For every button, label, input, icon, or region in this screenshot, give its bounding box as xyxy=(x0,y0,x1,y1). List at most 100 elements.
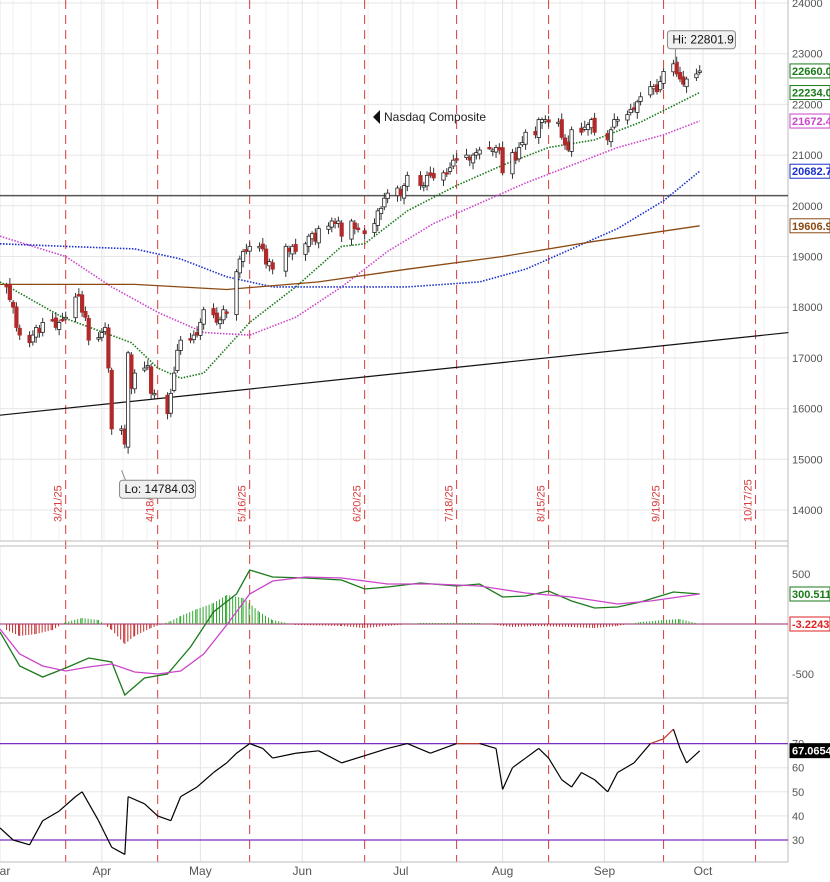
low-annotation-box xyxy=(119,479,197,499)
candle-body xyxy=(145,365,150,368)
rsi-line-segment xyxy=(127,796,145,805)
rsi-line-segment xyxy=(525,747,540,759)
candle-body xyxy=(30,334,35,343)
moving-average-line xyxy=(0,91,701,380)
vertical-markers: 3/21/25 4/18/25 5/16/25 6/20/25 7/18/25 8/15/… xyxy=(53,0,757,862)
rsi-line-segment xyxy=(295,750,319,754)
rsi-axis-tick-label: 60 xyxy=(792,763,804,775)
high-annotation-text: Hi: 22801.9 xyxy=(672,33,734,47)
candle-body xyxy=(211,308,216,316)
candle-body xyxy=(405,174,410,187)
candle-body xyxy=(63,316,68,320)
candle-body xyxy=(658,81,663,91)
candle-body xyxy=(237,258,242,274)
candle-body xyxy=(214,312,219,323)
last-price-label-box xyxy=(789,63,830,79)
rsi-line-segment xyxy=(538,747,550,759)
candle-body xyxy=(579,127,584,133)
candle-body xyxy=(96,337,101,340)
candle-body xyxy=(378,207,384,215)
rsi-line-segment xyxy=(617,762,635,774)
candle-body xyxy=(352,222,357,230)
candle-body xyxy=(270,262,275,270)
last-price-label-box xyxy=(789,85,830,101)
price-axis-tick-label: 20000 xyxy=(792,201,823,213)
last-price-label: 19606.9 xyxy=(792,221,830,233)
candle-body xyxy=(608,129,614,143)
rsi-axis-tick-label: 50 xyxy=(792,787,804,799)
candle-body xyxy=(385,192,390,200)
moving-average-line xyxy=(0,170,701,288)
candle-body xyxy=(326,225,331,230)
candle-body xyxy=(57,322,62,330)
last-price-label-box xyxy=(789,218,830,234)
last-price-label: 22234.0 xyxy=(792,88,830,100)
candle-body xyxy=(224,311,229,314)
rsi-line-segment xyxy=(58,796,76,812)
candle-body xyxy=(283,245,288,272)
candle-body xyxy=(86,318,91,341)
candle-body xyxy=(316,228,321,244)
low-annotation-pointer xyxy=(121,470,127,481)
rsi-line-segment xyxy=(98,820,113,848)
rsi-line-segment xyxy=(341,755,365,764)
candle-body xyxy=(401,185,407,199)
candle-body xyxy=(40,322,45,333)
candle-body xyxy=(625,114,630,121)
candle-body xyxy=(329,220,334,228)
rsi-line-segment xyxy=(561,779,572,788)
rsi-panel xyxy=(0,728,788,855)
rsi-line-segment xyxy=(430,743,457,754)
candle-body xyxy=(375,210,380,226)
rsi-line-segment xyxy=(170,796,182,821)
chart-title: Nasdaq Composite xyxy=(373,110,486,124)
candle-body xyxy=(447,167,453,172)
candle-body xyxy=(221,309,226,321)
rsi-axis-tick-label: 40 xyxy=(792,811,804,823)
rsi-line-segment xyxy=(29,820,44,846)
rsi-line-segment xyxy=(581,771,595,781)
candle-body xyxy=(303,243,308,255)
rsi-line-segment xyxy=(495,748,504,790)
rsi-line-segment xyxy=(180,786,198,798)
rsi-line-segment xyxy=(594,779,609,793)
rsi-line-segment xyxy=(42,810,60,822)
candle-body xyxy=(109,369,114,430)
candle-body xyxy=(234,271,239,316)
macd-value-label: 300.511 xyxy=(792,589,830,601)
trend-line[interactable] xyxy=(0,331,789,416)
moving-average-line xyxy=(0,120,700,336)
date-axis-label: Jul xyxy=(393,864,408,878)
candle-body xyxy=(694,73,699,79)
candle-body xyxy=(424,174,430,187)
candle-body xyxy=(638,96,643,102)
candle-body xyxy=(477,149,482,155)
candle-body xyxy=(132,372,137,390)
candle-body xyxy=(441,172,446,181)
date-marker-label: 7/18/25 xyxy=(444,485,456,522)
price-axis-tick-label: 17000 xyxy=(792,353,823,365)
candle-body xyxy=(612,119,617,128)
rsi-line-segment xyxy=(249,743,264,749)
candle-body xyxy=(260,243,265,250)
candle-body xyxy=(421,185,426,188)
last-price-label: 21672.4 xyxy=(792,116,830,128)
candle-body xyxy=(355,227,361,230)
last-price-label: 22660.0 xyxy=(792,66,830,78)
rsi-line-segment xyxy=(679,748,688,764)
candle-body xyxy=(546,119,551,123)
candle-body xyxy=(677,71,683,80)
candle-body xyxy=(99,332,104,338)
rsi-line-segment xyxy=(387,743,408,750)
rsi-line-segment xyxy=(364,747,388,757)
date-axis-label: Sep xyxy=(594,864,616,878)
macd-axis-tick-label: 500 xyxy=(792,569,810,581)
rsi-line-segment xyxy=(81,791,100,822)
candle-body xyxy=(142,367,147,371)
rsi-line-segment xyxy=(607,772,619,793)
candle-body xyxy=(382,197,387,208)
candle-body xyxy=(444,172,449,175)
candle-body xyxy=(198,322,203,336)
